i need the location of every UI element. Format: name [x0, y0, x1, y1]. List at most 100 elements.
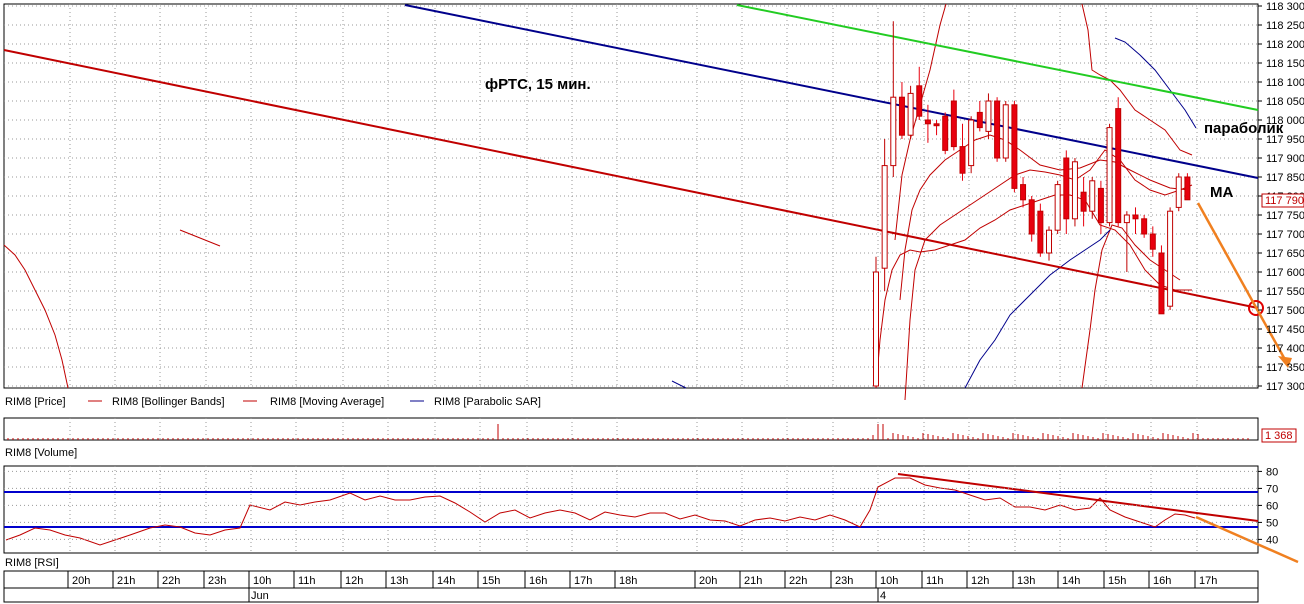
candle-body [1115, 108, 1122, 224]
candle-body [1080, 191, 1087, 212]
time-tick-label: 11h [926, 575, 944, 587]
candle-body [933, 123, 940, 127]
candle-body [994, 100, 1001, 159]
candle-body [898, 96, 905, 136]
time-tick-label: 17h [574, 575, 592, 587]
forecast-arrow-price [1196, 202, 1290, 366]
legend-bollinger: RIM8 [Bollinger Bands] [112, 396, 225, 408]
time-tick-label: 22h [162, 575, 180, 587]
candle-body [1089, 180, 1096, 212]
rsi-tick-label: 40 [1266, 534, 1278, 546]
time-tick-label: 21h [744, 575, 762, 587]
price-tick-label: 118 150 [1266, 58, 1304, 70]
price-tick-label: 117 850 [1266, 172, 1304, 184]
price-tick-label: 117 950 [1266, 134, 1304, 146]
rsi-tick-label: 60 [1266, 500, 1278, 512]
time-tick-label: 10h [880, 575, 898, 587]
candle-body [1054, 184, 1061, 231]
time-tick-label: 20h [72, 575, 90, 587]
legend-moving-average: RIM8 [Moving Average] [270, 396, 384, 408]
date-label: Jun [251, 590, 269, 602]
time-tick-label: 12h [971, 575, 989, 587]
time-tick-label: 13h [1017, 575, 1035, 587]
rsi-axis: 80 70 60 50 40 [4, 466, 1278, 546]
volume-last-value: 1 368 [1265, 430, 1293, 442]
candle-body [959, 146, 966, 174]
candle-body [1123, 214, 1130, 224]
price-tick-label: 118 000 [1266, 115, 1304, 127]
candles [873, 21, 1191, 387]
legend-price: RIM8 [Price] [5, 396, 66, 408]
candle-body [916, 85, 923, 117]
candle-body [1158, 252, 1165, 315]
time-tick-label: 11h [298, 575, 316, 587]
candle-body [1175, 176, 1182, 208]
price-tick-label: 118 100 [1266, 77, 1304, 89]
candle-body [985, 100, 992, 132]
candle-body [1149, 233, 1156, 250]
trendline-green [736, 4, 1259, 111]
rsi-forecast-arrow [1195, 515, 1299, 564]
candle-body [1028, 199, 1035, 235]
candle-body [942, 115, 949, 151]
price-tick-label: 117 350 [1266, 362, 1304, 374]
rsi-tick-label: 50 [1266, 517, 1278, 529]
ma-label: МА [1210, 184, 1233, 201]
rsi-tick-label: 70 [1266, 483, 1278, 495]
price-tick-label: 117 400 [1266, 343, 1304, 355]
candle-body [1097, 187, 1104, 224]
time-tick-label: 15h [1108, 575, 1126, 587]
time-tick-label: 22h [789, 575, 807, 587]
vertical-gridlines [69, 4, 1198, 553]
bollinger-upper-2 [1081, 3, 1193, 156]
annotations: фРТС, 15 мин. параболик МА [485, 76, 1292, 368]
rsi-panel [4, 473, 1299, 564]
rsi-tick-label: 80 [1266, 466, 1278, 478]
time-tick-label: 10h [253, 575, 271, 587]
time-tick-label: 21h [117, 575, 135, 587]
price-tick-label: 118 200 [1266, 39, 1304, 51]
time-axis: 20h 21h 22h 23h 10h 11h 12h 13h 14h 15h 16h 17h 18h 2… [67, 571, 1217, 602]
price-tick-label: 117 500 [1266, 305, 1304, 317]
candle-body [890, 96, 897, 167]
panel-frames [3, 3, 1259, 603]
price-tick-label: 117 550 [1266, 286, 1304, 298]
price-tick-label: 117 300 [1266, 381, 1304, 393]
time-tick-label: 16h [1153, 575, 1171, 587]
candle-body [950, 100, 957, 148]
candle-body [976, 111, 983, 129]
rsi-line [5, 477, 1196, 546]
price-tick-label: 118 300 [1266, 1, 1304, 13]
price-tick-label: 118 050 [1266, 96, 1304, 108]
left-curve [3, 244, 69, 389]
target-circle [1248, 300, 1264, 316]
chart-title: фРТС, 15 мин. [485, 76, 591, 93]
time-tick-label: 23h [208, 575, 226, 587]
legend-parabolic-sar: RIM8 [Parabolic SAR] [434, 396, 541, 408]
bollinger-lower-2 [1081, 224, 1181, 389]
price-tick-label: 118 250 [1266, 20, 1304, 32]
candle-body [968, 119, 975, 167]
candle-body [1167, 210, 1174, 307]
bollinger-mid [904, 149, 1193, 401]
candle-body [1037, 210, 1044, 254]
volume-label: RIM8 [Volume] [5, 447, 77, 459]
candle-body [881, 165, 888, 269]
candle-body [1071, 161, 1078, 220]
price-tick-label: 117 600 [1266, 267, 1304, 279]
forecast-arrowhead [1278, 356, 1292, 368]
time-tick-label: 14h [1062, 575, 1080, 587]
volume-value-tag: 1 368 [1261, 428, 1297, 443]
price-tick-label: 117 750 [1266, 210, 1304, 222]
time-tick-label: 17h [1199, 575, 1217, 587]
candle-body [1132, 214, 1139, 220]
rsi-trendline [897, 473, 1259, 522]
candle-body [924, 119, 931, 125]
bollinger-lower [875, 194, 1192, 389]
time-tick-label: 13h [390, 575, 408, 587]
left-curve-2 [179, 229, 221, 247]
time-tick-label: 16h [529, 575, 547, 587]
parabolic-label: параболик [1204, 120, 1284, 137]
time-tick-label: 12h [345, 575, 363, 587]
trendline-red [3, 49, 1259, 309]
